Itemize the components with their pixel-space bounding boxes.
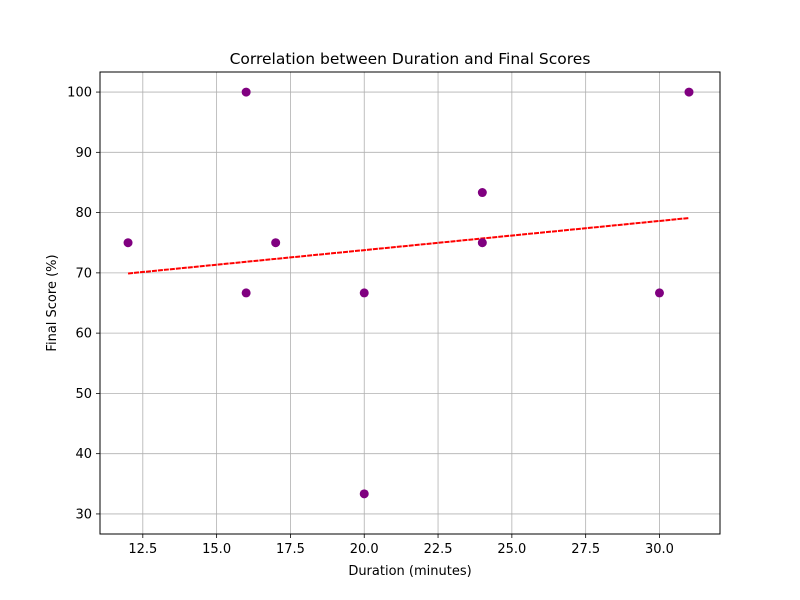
x-tick-label: 17.5: [276, 542, 305, 557]
data-point: [241, 87, 251, 97]
data-point: [477, 238, 487, 248]
y-tick-label: 30: [75, 507, 92, 522]
y-tick-label: 50: [75, 387, 92, 402]
grid-lines: [100, 72, 720, 534]
y-axis-ticks: 30 40 50 60 70 80 90 100: [67, 86, 100, 522]
data-point: [271, 238, 281, 248]
x-tick-label: 30.0: [645, 542, 674, 557]
y-tick-label: 100: [67, 86, 92, 101]
x-tick-label: 22.5: [424, 542, 453, 557]
x-axis-label: Duration (minutes): [348, 564, 471, 579]
y-tick-label: 70: [75, 266, 92, 281]
chart-title: Correlation between Duration and Final S…: [230, 50, 591, 68]
trend-line: [127, 217, 690, 275]
plot-frame: [99, 71, 721, 535]
y-tick-label: 40: [75, 447, 92, 462]
data-point: [123, 238, 133, 248]
x-tick-label: 15.0: [202, 542, 231, 557]
x-axis-ticks: 12.5 15.0 17.5 20.0 22.5 25.0 27.5 30.0: [128, 534, 674, 557]
y-tick-label: 60: [75, 327, 92, 342]
data-point: [654, 288, 664, 298]
data-point: [241, 288, 251, 298]
y-tick-label: 80: [75, 206, 92, 221]
data-point: [359, 288, 369, 298]
trend-line-layer: [127, 217, 690, 275]
x-tick-label: 25.0: [497, 542, 526, 557]
x-tick-label: 12.5: [128, 542, 157, 557]
x-tick-label: 20.0: [350, 542, 379, 557]
y-tick-label: 90: [75, 146, 92, 161]
x-tick-label: 27.5: [571, 542, 600, 557]
data-point: [477, 188, 487, 198]
y-axis-label: Final Score (%): [45, 254, 60, 351]
data-point: [684, 87, 694, 97]
data-points-layer: [123, 87, 694, 499]
data-point: [359, 489, 369, 499]
